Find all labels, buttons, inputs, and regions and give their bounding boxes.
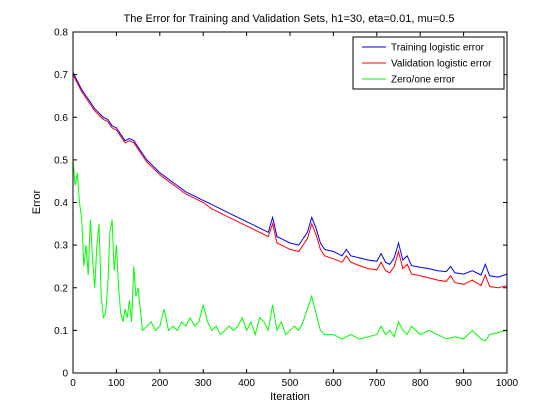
legend-label-3: Zero/one error — [391, 75, 456, 86]
legend: Training logistic error Validation logist… — [352, 36, 505, 90]
y-tick-label: 0.1 — [54, 326, 68, 337]
y-tick-label: 0.3 — [54, 241, 68, 252]
y-tick-label: 0.6 — [54, 113, 68, 124]
legend-label-2: Validation logistic error — [391, 59, 492, 70]
series-line-3 — [72, 159, 508, 342]
y-axis-label: Error — [31, 189, 43, 214]
y-tick-label: 0.8 — [54, 28, 68, 39]
y-tick-label: 0.5 — [54, 155, 68, 166]
x-tick-label: 200 — [151, 378, 168, 389]
legend-label-1: Training logistic error — [391, 43, 485, 54]
x-tick-label: 500 — [282, 378, 299, 389]
series-line-2 — [72, 74, 508, 289]
y-tick-label: 0.2 — [54, 283, 68, 294]
x-tick-label: 600 — [325, 378, 342, 389]
x-tick-label: 100 — [108, 378, 125, 389]
x-tick-label: 300 — [195, 378, 212, 389]
x-tick-label: 700 — [368, 378, 385, 389]
x-tick-label: 400 — [238, 378, 255, 389]
x-tick-label: 0 — [70, 378, 76, 389]
y-tick-label: 0 — [62, 369, 68, 380]
x-tick-label: 1000 — [496, 378, 519, 389]
y-tick-label: 0.7 — [54, 70, 68, 81]
series-line-1 — [72, 72, 508, 278]
y-tick-label: 0.4 — [54, 198, 68, 209]
x-tick-label: 800 — [412, 378, 429, 389]
chart-title: The Error for Training and Validation Se… — [124, 13, 455, 25]
x-tick-label: 900 — [455, 378, 472, 389]
plot-area: 0 100 200 300 400 500 600 700 800 900 1000 0 0.1 0.2 0… — [54, 28, 518, 390]
x-axis-label: Iteration — [270, 391, 310, 403]
